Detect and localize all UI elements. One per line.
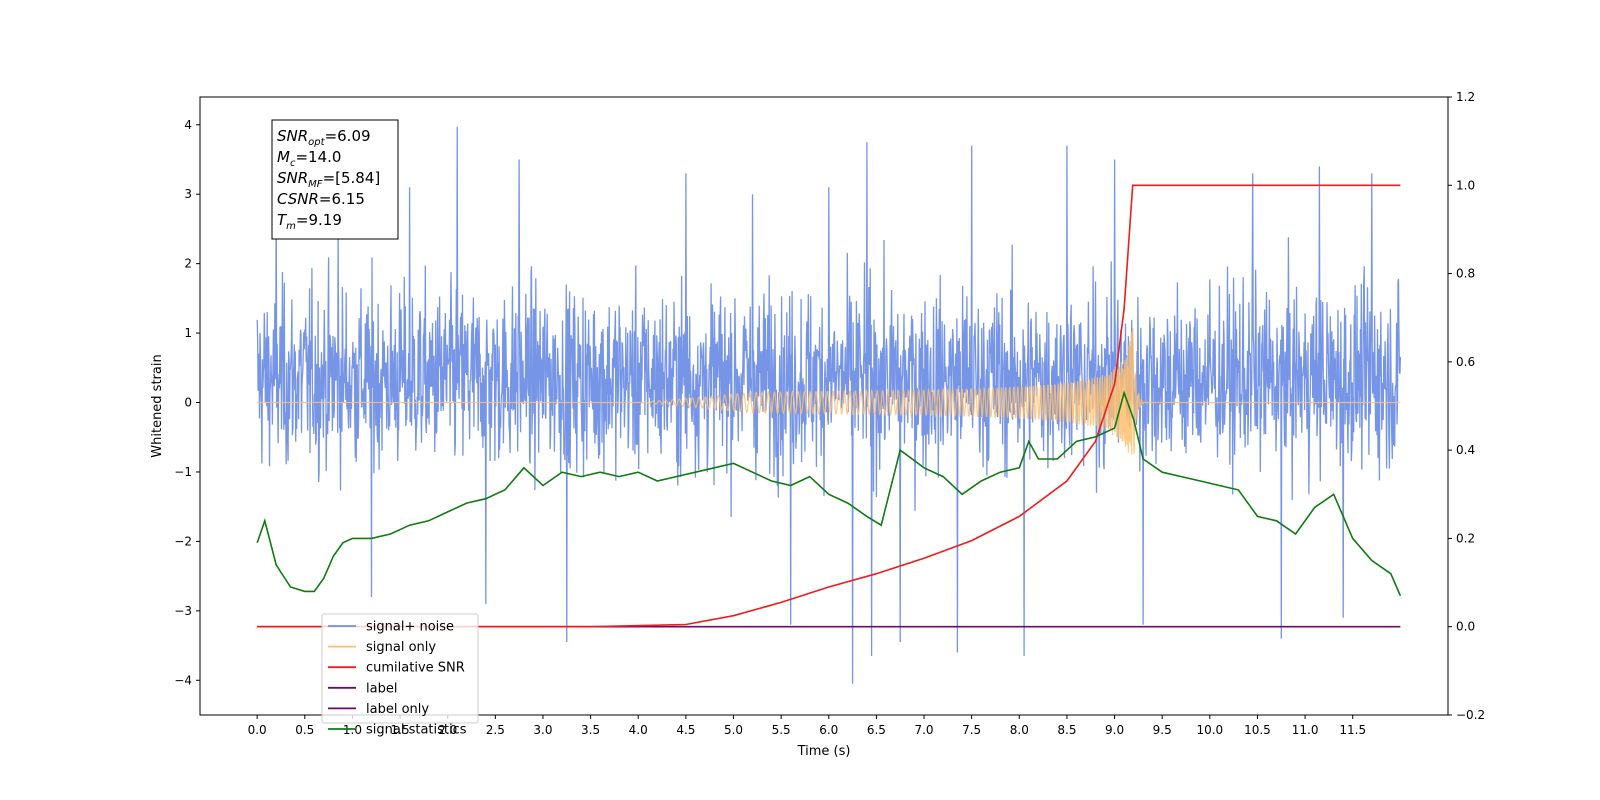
annotation-line: SNRopt=6.09 bbox=[277, 127, 371, 148]
y-tick-label: −4 bbox=[174, 673, 192, 687]
x-tick-label: 2.0 bbox=[438, 723, 457, 737]
x-tick-label: 7.5 bbox=[962, 723, 981, 737]
y2-tick-label: 0.0 bbox=[1456, 620, 1475, 634]
annotation-value: =6.09 bbox=[325, 127, 371, 145]
x-tick-label: 5.5 bbox=[772, 723, 791, 737]
y-tick-label: 2 bbox=[184, 257, 192, 271]
x-tick-label: 10.5 bbox=[1244, 723, 1271, 737]
legend: signal+ noise signal only cumilative SNR la… bbox=[321, 613, 479, 738]
y2-tick-label: 1.0 bbox=[1456, 178, 1475, 192]
y-tick-label: 1 bbox=[184, 326, 192, 340]
x-tick-label: 9.0 bbox=[1105, 723, 1124, 737]
x-tick-label: 7.0 bbox=[914, 723, 933, 737]
annotation-subscript: m bbox=[286, 221, 296, 232]
y2-tick-label: 0.2 bbox=[1456, 531, 1475, 545]
x-tick-label: 10.0 bbox=[1196, 723, 1223, 737]
y-tick-label: −1 bbox=[174, 465, 192, 479]
y-tick-label: 0 bbox=[184, 396, 192, 410]
x-tick-label: 3.0 bbox=[533, 723, 552, 737]
annotation-line: Mc=14.0 bbox=[277, 148, 341, 169]
annotation-subscript: opt bbox=[308, 137, 325, 148]
annotation-symbol: CSNR bbox=[277, 190, 319, 208]
annotation-value: =[5.84] bbox=[323, 169, 381, 187]
annotation-symbol: SNR bbox=[277, 169, 308, 187]
x-tick-label: 8.5 bbox=[1057, 723, 1076, 737]
annotation-symbol: M bbox=[277, 148, 290, 166]
y2-tick-label: 0.8 bbox=[1456, 267, 1475, 281]
x-tick-label: 0.5 bbox=[295, 723, 314, 737]
annotation-subscript: MF bbox=[308, 179, 323, 190]
annotation-symbol: T bbox=[277, 211, 288, 229]
annotation-line: Tm=9.19 bbox=[277, 211, 342, 232]
x-tick-label: 0.0 bbox=[248, 723, 267, 737]
annotation-line: CSNR=6.15 bbox=[277, 190, 365, 208]
y-tick-label: 4 bbox=[184, 118, 192, 132]
legend-label: cumilative SNR bbox=[366, 661, 465, 676]
annotation-value: =9.19 bbox=[296, 211, 342, 229]
x-tick-label: 1.0 bbox=[343, 723, 362, 737]
annotation-box: SNRopt=6.09Mc=14.0SNRMF=[5.84]CSNR=6.15T… bbox=[271, 119, 399, 240]
legend-label: signal statistics bbox=[366, 723, 467, 738]
x-tick-label: 4.0 bbox=[629, 723, 648, 737]
y2-tick-label: −0.2 bbox=[1456, 708, 1485, 722]
series-signal-noise bbox=[256, 126, 1402, 684]
x-tick-label: 6.0 bbox=[819, 723, 838, 737]
x-tick-label: 5.0 bbox=[724, 723, 743, 737]
x-axis: 0.0 0.5 1.0 1.5 2.0 2.5 3.0 3.5 4.0 4.5 5.0 5.5 6.0 6… bbox=[248, 715, 1366, 737]
x-tick-label: 2.5 bbox=[486, 723, 505, 737]
y-axis-left: 4 3 2 1 0 −1 −2 −3 −4 bbox=[174, 118, 200, 687]
annotation-subscript: c bbox=[290, 158, 296, 169]
y-tick-label: −3 bbox=[174, 604, 192, 618]
x-tick-label: 1.5 bbox=[391, 723, 410, 737]
x-tick-label: 6.5 bbox=[867, 723, 886, 737]
y-axis-label: Whitened strain bbox=[150, 354, 165, 457]
x-tick-label: 3.5 bbox=[581, 723, 600, 737]
annotation-value: =14.0 bbox=[295, 148, 341, 166]
annotation-symbol: SNR bbox=[277, 127, 308, 145]
series-cumulative-snr bbox=[257, 184, 1401, 628]
axes-frame bbox=[199, 96, 1449, 716]
annotation-frame bbox=[271, 119, 399, 240]
y2-tick-label: 0.4 bbox=[1456, 443, 1475, 457]
series-signal-only bbox=[257, 327, 1401, 455]
x-tick-label: 11.5 bbox=[1339, 723, 1366, 737]
y2-tick-label: 0.6 bbox=[1456, 355, 1475, 369]
y2-tick-label: 1.2 bbox=[1456, 90, 1475, 104]
annotation-line: SNRMF=[5.84] bbox=[277, 169, 380, 190]
y-tick-label: −2 bbox=[174, 534, 192, 548]
x-tick-label: 4.5 bbox=[676, 723, 695, 737]
legend-label: label only bbox=[366, 702, 429, 717]
legend-label: signal+ noise bbox=[366, 620, 454, 635]
legend-label: label bbox=[366, 681, 397, 696]
legend-label: signal only bbox=[366, 640, 436, 655]
x-tick-label: 11.0 bbox=[1292, 723, 1319, 737]
series-signal-statistics bbox=[256, 390, 1402, 597]
legend-frame bbox=[321, 613, 479, 724]
y-tick-label: 3 bbox=[184, 187, 192, 201]
x-axis-label: Time (s) bbox=[797, 744, 851, 759]
annotation-value: =6.15 bbox=[319, 190, 365, 208]
x-tick-label: 8.0 bbox=[1010, 723, 1029, 737]
y-axis-right: 1.2 1.0 0.8 0.6 0.4 0.2 0.0 −0.2 bbox=[1448, 90, 1485, 722]
x-tick-label: 9.5 bbox=[1153, 723, 1172, 737]
